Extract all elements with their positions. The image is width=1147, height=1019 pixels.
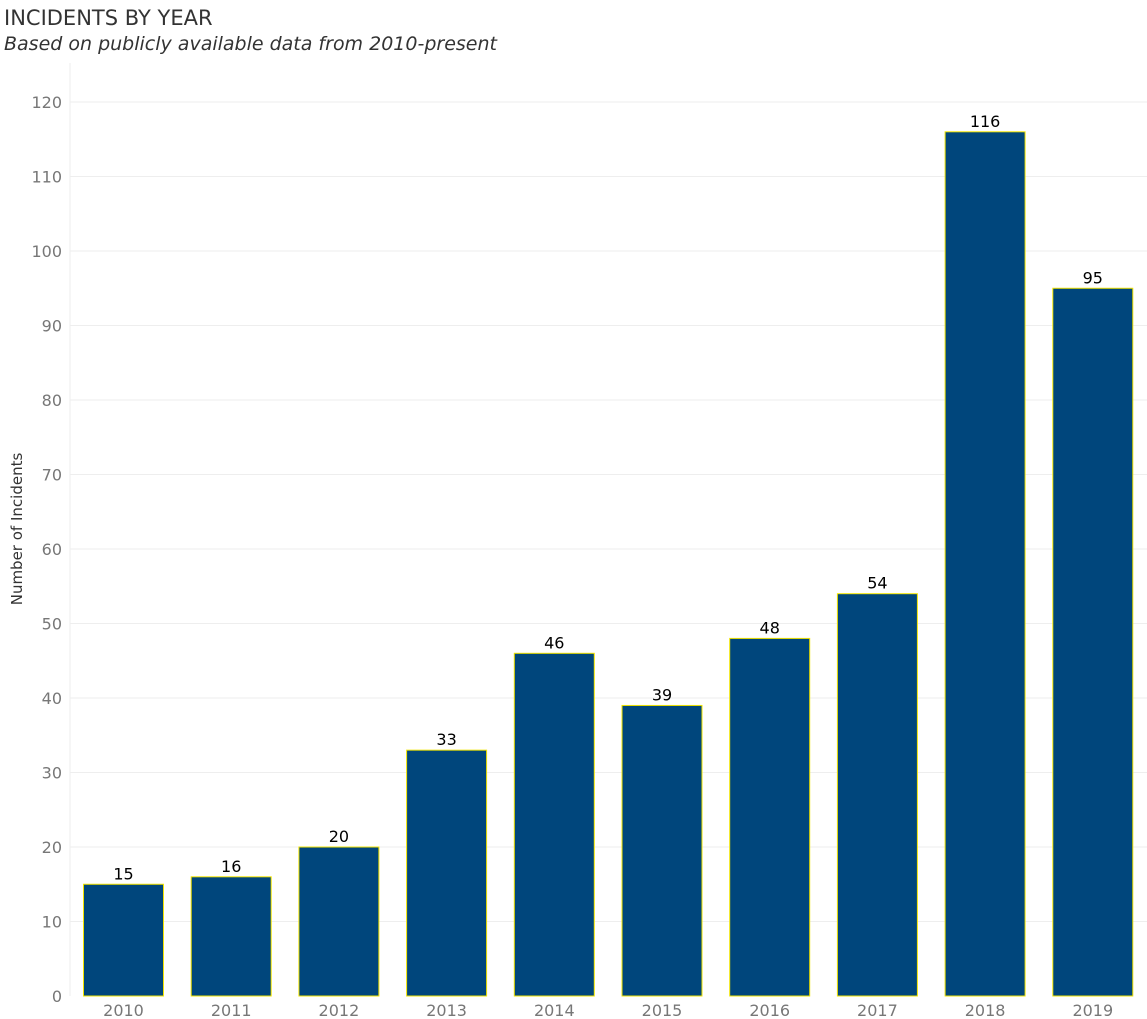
x-tick-label: 2014	[534, 1001, 575, 1019]
data-label-2014: 46	[544, 633, 564, 652]
y-axis-ticks: 0 10 20 30 40 50 60 70 80 90 100 110 120	[31, 93, 62, 1006]
x-tick-label: 2015	[642, 1001, 683, 1019]
x-tick-label: 2013	[426, 1001, 467, 1019]
bar-2017	[836, 593, 918, 997]
data-label-2019: 95	[1083, 268, 1103, 287]
y-tick-label: 20	[42, 838, 62, 857]
bar-2012	[298, 846, 380, 997]
bar-2011	[190, 876, 272, 997]
y-tick-label: 60	[42, 540, 62, 559]
y-tick-label: 40	[42, 689, 62, 708]
bar-2016	[729, 637, 811, 997]
x-axis-ticks: 2010 2011 2012 2013 2014 2015 2016 2017 2018 2019	[103, 1001, 1113, 1019]
x-tick-label: 2010	[103, 1001, 144, 1019]
bar-2014	[513, 652, 595, 997]
y-tick-label: 50	[42, 615, 62, 634]
x-tick-label: 2019	[1072, 1001, 1113, 1019]
y-tick-label: 100	[31, 242, 62, 261]
data-label-2012: 20	[329, 827, 349, 846]
bar-2019	[1052, 287, 1134, 997]
y-tick-label: 10	[42, 913, 62, 932]
y-axis-title: Number of Incidents	[8, 453, 26, 606]
data-label-2011: 16	[221, 857, 241, 876]
y-tick-label: 0	[52, 987, 62, 1006]
data-label-2016: 48	[760, 618, 780, 637]
bar-2015	[621, 704, 703, 997]
y-tick-label: 30	[42, 764, 62, 783]
bar-2010	[83, 883, 164, 997]
bar-2013	[406, 749, 488, 997]
x-tick-label: 2012	[319, 1001, 360, 1019]
y-tick-label: 90	[42, 317, 62, 336]
x-tick-label: 2011	[211, 1001, 252, 1019]
y-tick-label: 70	[42, 466, 62, 485]
data-label-2018: 116	[970, 112, 1001, 131]
data-label-2015: 39	[652, 685, 672, 704]
x-tick-label: 2016	[749, 1001, 790, 1019]
x-tick-label: 2017	[857, 1001, 898, 1019]
chart-subtitle: Based on publicly available data from 20…	[4, 33, 497, 55]
y-tick-label: 110	[31, 168, 62, 187]
bars	[83, 131, 1134, 997]
y-tick-label: 80	[42, 391, 62, 410]
x-tick-label: 2018	[965, 1001, 1006, 1019]
chart-title: INCIDENTS BY YEAR	[4, 6, 213, 30]
data-label-2017: 54	[867, 574, 887, 593]
y-tick-label: 120	[31, 93, 62, 112]
data-labels: 15 16 20 33 46 39 48 54 116 95	[113, 112, 1103, 883]
data-label-2010: 15	[113, 864, 133, 883]
bar-2018	[944, 131, 1026, 997]
data-label-2013: 33	[436, 730, 456, 749]
